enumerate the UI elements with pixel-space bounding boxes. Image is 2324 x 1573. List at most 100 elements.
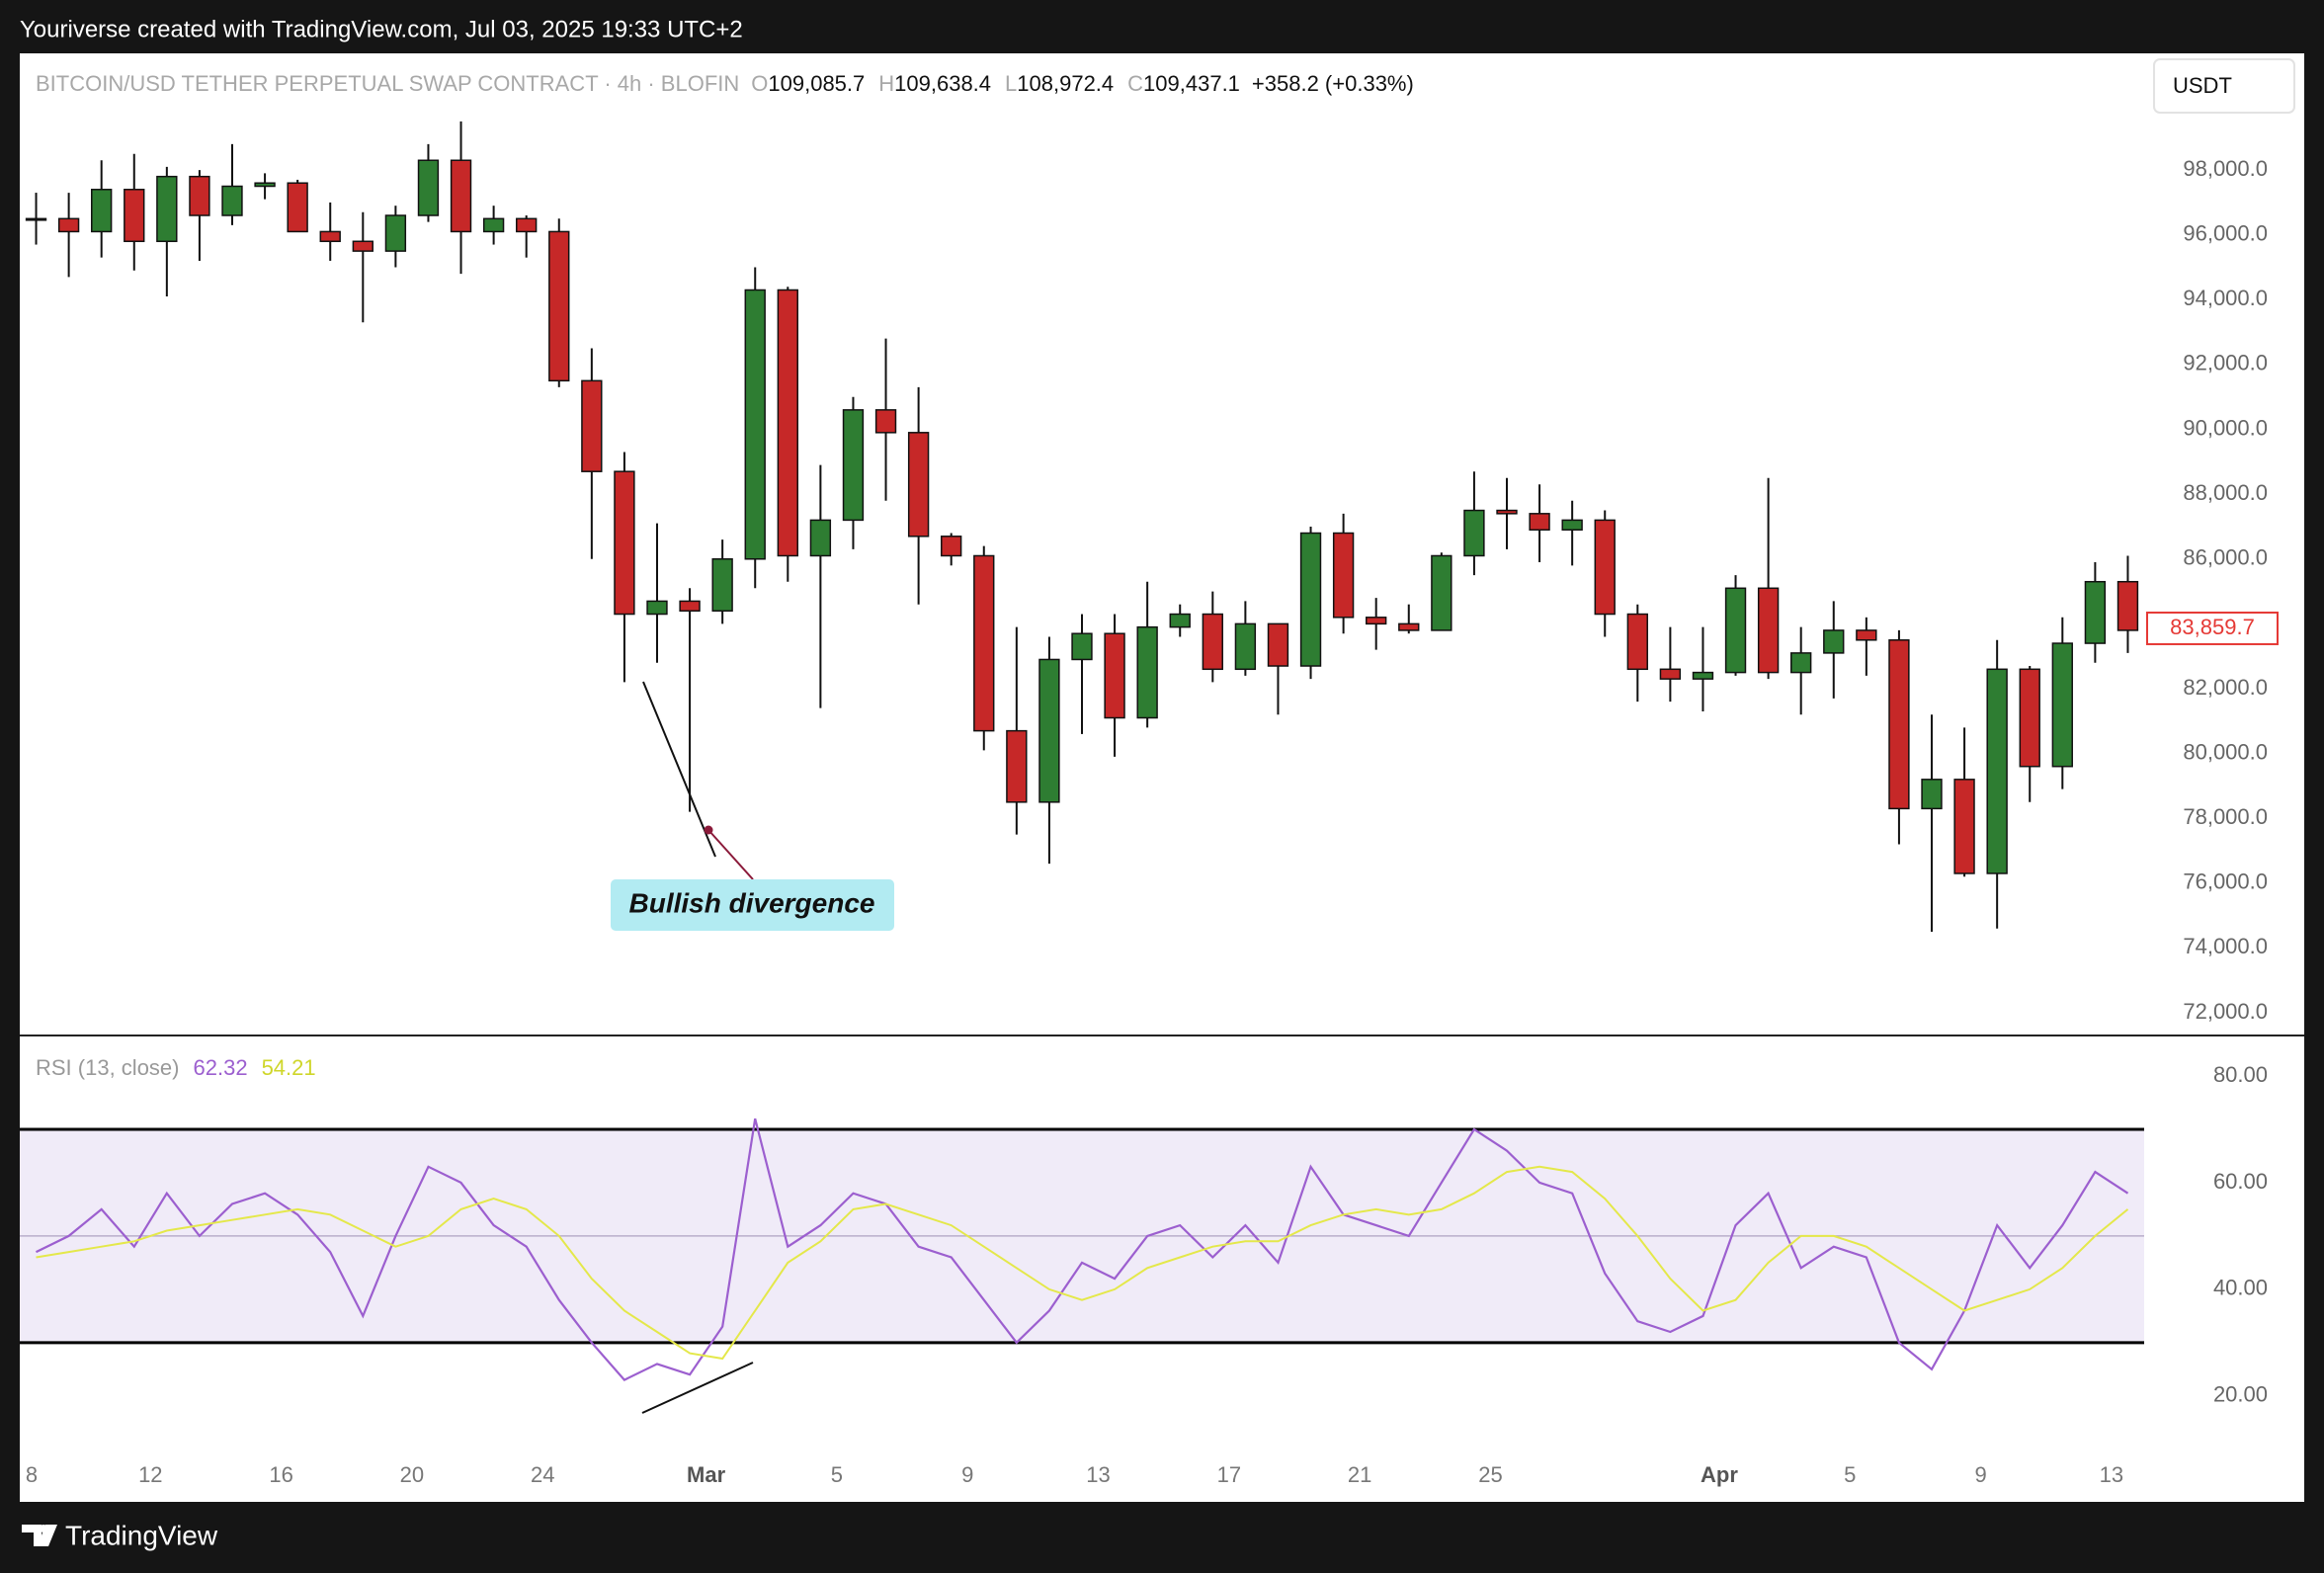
candle-body [2116,580,2139,631]
candle-body [907,432,930,538]
candle-body [2084,580,2107,644]
candle-body [1267,622,1289,667]
candle-body [744,289,766,560]
y-tick-label: 78,000.0 [2183,804,2268,829]
plot: 98,000.0 96,000.0 94,000.0 92,000.0 90,000.0… [20,121,2279,1487]
symbol: BITCOIN/USD TETHER PERPETUAL SWAP CONTRA… [36,71,739,96]
y-tick-label: 74,000.0 [2183,934,2268,958]
y-tick-label: 80,000.0 [2183,739,2268,764]
candle-body [1398,622,1420,631]
candle-body [156,175,178,243]
rsi-legend-value: 62.32 [194,1055,248,1080]
candle-body [1202,613,1223,671]
price-legend: BITCOIN/USD TETHER PERPETUAL SWAP CONTRA… [36,71,1414,96]
candle-body [352,240,374,252]
annotation: Bullish divergence [629,887,875,918]
candle-body [1299,532,1322,667]
ohlc-value: 109,437.1 [1143,71,1240,96]
currency-label[interactable]: USDT [2173,73,2232,98]
divergence-price-line [642,681,716,858]
candle-body [516,217,538,233]
x-tick-label: Mar [687,1462,726,1487]
candle-body [25,217,47,221]
candle-body [57,217,80,233]
x-tick-label: 20 [400,1462,424,1487]
ohlc-key: L [1005,71,1017,96]
candle-body [941,536,962,557]
y-tick-label: 86,000.0 [2183,545,2268,570]
candle-body [614,470,635,616]
x-tick-label: 12 [138,1462,162,1487]
candle-body [1921,779,1943,810]
candle-body [1169,613,1191,628]
ohlc-value: 108,972.4 [1017,71,1114,96]
candle-body [221,185,243,216]
price-change: +358.2 (+0.33%) [1252,71,1414,96]
candle-body [1071,632,1093,661]
candle-body [384,214,407,252]
candle-body [1953,779,1975,874]
logo-icon [22,1525,57,1546]
candle-body [711,558,733,613]
y-tick-label: 96,000.0 [2183,221,2268,246]
rsi-legend-value: 54.21 [262,1055,316,1080]
candle-body [319,230,341,243]
candle-body [1529,513,1550,531]
candle-body [1006,729,1028,803]
candle-body [973,554,995,732]
ohlc-key: H [878,71,894,96]
y-tick-label: 92,000.0 [2183,351,2268,375]
candle-body [287,182,308,233]
y-tick-label: 76,000.0 [2183,869,2268,894]
rsi-tick-label: 20.00 [2213,1382,2268,1407]
candle-body [482,217,505,233]
rsi-title: RSI (13, close) [36,1055,180,1080]
ohlc-value: 109,638.4 [894,71,991,96]
x-tick-label: 21 [1348,1462,1371,1487]
candle-body [91,189,113,233]
x-tick-label: Apr [1701,1462,1738,1487]
y-tick-label: 98,000.0 [2183,156,2268,181]
currency-button[interactable] [2153,58,2295,114]
credit: Youriverse created with TradingView.com,… [20,16,743,42]
rsi-tick-label: 40.00 [2213,1276,2268,1300]
candle-body [1626,613,1648,671]
candle-body [1463,509,1485,557]
candle-body [1038,658,1060,803]
ohlc-key: C [1127,71,1143,96]
candle-body [1856,629,1877,641]
candle-body [874,409,897,434]
candle-body [1561,519,1583,531]
rsi-legend: RSI (13, close) 62.32 54.21 [36,1055,316,1080]
candle-body [1594,519,1616,616]
candle-body [450,159,472,233]
x-tick-label: 5 [831,1462,843,1487]
ohlc-value: 109,085.7 [768,71,865,96]
candle-body [1724,587,1747,674]
x-tick-label: 9 [1974,1462,1986,1487]
candle-body [679,600,701,613]
logo-dot [40,1525,47,1532]
x-tick-label: 17 [1217,1462,1241,1487]
candle-body [1888,639,1910,810]
candle-body [1332,532,1355,619]
x-tick-label: 25 [1478,1462,1502,1487]
x-tick-label: 16 [269,1462,292,1487]
candle-body [1431,554,1452,631]
candle-body [646,600,668,616]
x-tick-label: 13 [2100,1462,2123,1487]
candle-body [417,159,440,216]
ohlc-key: O [751,71,768,96]
candle-body [2051,642,2073,768]
last-price-label: 83,859.7 [2170,615,2255,639]
last-price-box [2146,611,2279,645]
x-tick-label: 5 [1844,1462,1856,1487]
footer-logo: TradingView [65,1520,218,1550]
candle-body [1823,629,1845,654]
y-tick-label: 88,000.0 [2183,480,2268,505]
candle-body [254,182,276,188]
x-tick-label: 13 [1086,1462,1110,1487]
candle-body [1366,617,1387,625]
x-tick-label: 24 [531,1462,554,1487]
